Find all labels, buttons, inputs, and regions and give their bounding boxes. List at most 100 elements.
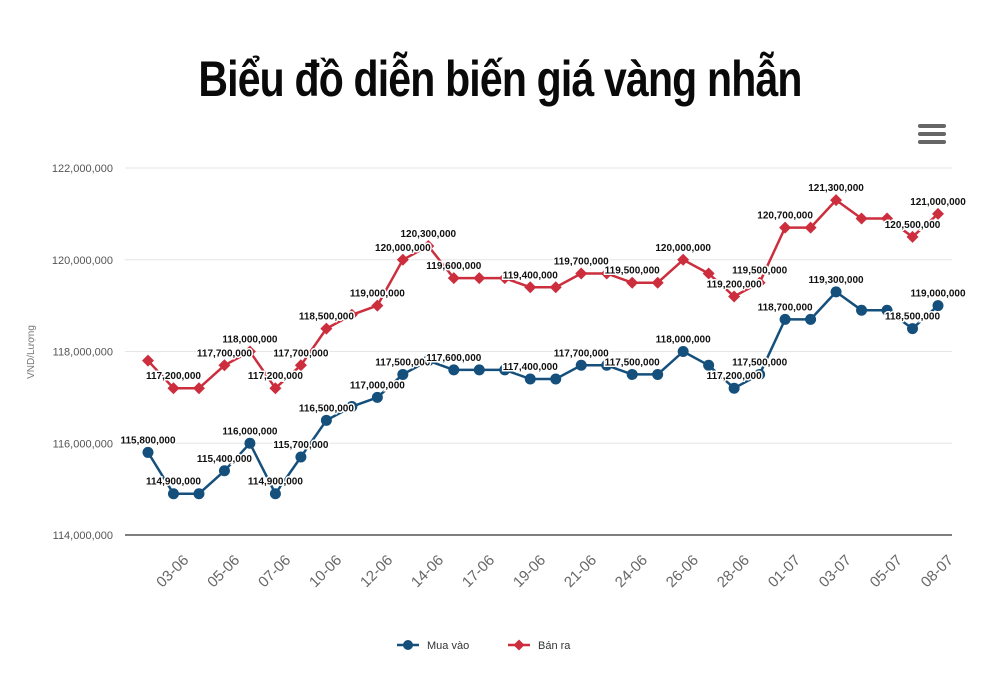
data-label: 115,700,000 bbox=[273, 440, 328, 451]
point-ban-ra[interactable] bbox=[422, 239, 435, 252]
data-label: 119,300,000 bbox=[809, 275, 864, 286]
data-label: 120,500,000 bbox=[885, 220, 941, 231]
y-tick-label: 114,000,000 bbox=[53, 530, 113, 542]
x-tick-label: 26-06 bbox=[663, 552, 702, 591]
point-mua-vao[interactable] bbox=[448, 364, 460, 376]
point-ban-ra[interactable] bbox=[218, 359, 231, 372]
point-mua-vao[interactable] bbox=[677, 346, 689, 357]
point-mua-vao[interactable] bbox=[805, 313, 817, 325]
point-ban-ra[interactable] bbox=[575, 267, 588, 280]
point-ban-ra[interactable] bbox=[702, 267, 715, 280]
data-label: 119,500,000 bbox=[605, 266, 660, 277]
point-ban-ra[interactable] bbox=[447, 272, 460, 285]
data-label: 115,800,000 bbox=[120, 435, 175, 446]
point-mua-vao[interactable] bbox=[550, 373, 562, 385]
legend-marker-diamond-icon bbox=[513, 639, 525, 651]
point-mua-vao[interactable] bbox=[397, 368, 409, 380]
menu-bar bbox=[918, 132, 946, 136]
data-label: 117,200,000 bbox=[248, 371, 303, 382]
point-mua-vao[interactable] bbox=[142, 446, 154, 458]
data-label: 117,500,000 bbox=[375, 357, 430, 368]
point-ban-ra[interactable] bbox=[243, 345, 256, 358]
point-ban-ra[interactable] bbox=[473, 272, 486, 285]
point-ban-ra[interactable] bbox=[753, 276, 766, 289]
x-tick-label: 08-07 bbox=[918, 552, 957, 591]
point-mua-vao[interactable] bbox=[626, 368, 638, 380]
point-ban-ra[interactable] bbox=[294, 359, 307, 372]
point-ban-ra[interactable] bbox=[651, 276, 664, 289]
point-mua-vao[interactable] bbox=[856, 304, 868, 316]
point-mua-vao[interactable] bbox=[779, 313, 791, 325]
point-ban-ra[interactable] bbox=[167, 382, 180, 395]
point-ban-ra[interactable] bbox=[804, 221, 817, 234]
point-ban-ra[interactable] bbox=[906, 230, 919, 243]
point-mua-vao[interactable] bbox=[244, 437, 256, 449]
x-tick-label: 14-06 bbox=[408, 552, 447, 591]
point-mua-vao[interactable] bbox=[218, 465, 230, 477]
data-label: 119,200,000 bbox=[707, 279, 762, 290]
point-mua-vao[interactable] bbox=[371, 391, 383, 403]
data-label: 118,000,000 bbox=[222, 335, 277, 346]
point-ban-ra[interactable] bbox=[855, 212, 868, 225]
point-mua-vao[interactable] bbox=[473, 364, 485, 376]
point-mua-vao[interactable] bbox=[346, 401, 358, 413]
point-mua-vao[interactable] bbox=[269, 488, 281, 500]
point-ban-ra[interactable] bbox=[728, 290, 741, 303]
point-ban-ra[interactable] bbox=[371, 299, 384, 312]
point-mua-vao[interactable] bbox=[499, 364, 511, 376]
series-line-ban-ra bbox=[147, 198, 939, 390]
point-mua-vao[interactable] bbox=[652, 368, 664, 380]
legend-item-mua-vao[interactable]: Mua vào bbox=[397, 640, 469, 652]
point-ban-ra[interactable] bbox=[269, 382, 282, 395]
point-ban-ra[interactable] bbox=[779, 221, 792, 234]
point-mua-vao[interactable] bbox=[422, 355, 434, 367]
point-ban-ra[interactable] bbox=[142, 354, 154, 367]
point-ban-ra[interactable] bbox=[830, 194, 843, 207]
point-mua-vao[interactable] bbox=[524, 373, 536, 385]
data-label: 115,400,000 bbox=[197, 454, 252, 465]
point-ban-ra[interactable] bbox=[396, 253, 409, 266]
point-mua-vao[interactable] bbox=[295, 451, 307, 463]
data-label: 114,900,000 bbox=[248, 477, 303, 488]
point-mua-vao[interactable] bbox=[601, 359, 613, 371]
point-mua-vao[interactable] bbox=[575, 359, 587, 371]
point-ban-ra[interactable] bbox=[677, 253, 690, 266]
hamburger-menu-icon[interactable] bbox=[918, 124, 946, 148]
data-label: 117,200,000 bbox=[707, 371, 762, 382]
y-tick-label: 122,000,000 bbox=[52, 163, 113, 175]
point-mua-vao[interactable] bbox=[728, 382, 740, 394]
point-ban-ra[interactable] bbox=[320, 322, 333, 335]
data-label: 117,500,000 bbox=[732, 357, 787, 368]
point-mua-vao[interactable] bbox=[907, 323, 919, 335]
point-mua-vao[interactable] bbox=[932, 300, 944, 312]
point-mua-vao[interactable] bbox=[703, 359, 715, 371]
data-label: 116,500,000 bbox=[299, 403, 354, 414]
point-mua-vao[interactable] bbox=[167, 488, 179, 500]
data-label: 120,300,000 bbox=[401, 229, 457, 240]
data-label: 119,400,000 bbox=[503, 270, 558, 281]
data-label: 118,000,000 bbox=[656, 335, 711, 346]
point-ban-ra[interactable] bbox=[498, 272, 511, 285]
data-label: 117,200,000 bbox=[146, 371, 201, 382]
data-label: 119,600,000 bbox=[426, 261, 481, 272]
point-mua-vao[interactable] bbox=[830, 286, 842, 298]
point-ban-ra[interactable] bbox=[345, 308, 358, 321]
point-mua-vao[interactable] bbox=[754, 368, 766, 380]
point-ban-ra[interactable] bbox=[192, 382, 205, 395]
data-label: 117,400,000 bbox=[503, 362, 558, 373]
point-ban-ra[interactable] bbox=[600, 267, 613, 280]
point-mua-vao[interactable] bbox=[881, 304, 893, 316]
legend-item-ban-ra[interactable]: Bán ra bbox=[508, 639, 571, 653]
data-label: 117,700,000 bbox=[273, 348, 328, 359]
x-tick-label: 19-06 bbox=[510, 552, 549, 591]
point-ban-ra[interactable] bbox=[626, 276, 639, 289]
point-ban-ra[interactable] bbox=[549, 281, 562, 294]
point-mua-vao[interactable] bbox=[193, 488, 205, 500]
legend-marker-circle-icon bbox=[403, 640, 413, 650]
x-tick-label: 07-06 bbox=[255, 552, 294, 591]
point-ban-ra[interactable] bbox=[932, 207, 944, 220]
point-mua-vao[interactable] bbox=[320, 414, 332, 426]
point-ban-ra[interactable] bbox=[524, 281, 537, 294]
point-ban-ra[interactable] bbox=[881, 212, 894, 225]
legend[interactable]: Mua vào Bán ra bbox=[397, 639, 571, 653]
